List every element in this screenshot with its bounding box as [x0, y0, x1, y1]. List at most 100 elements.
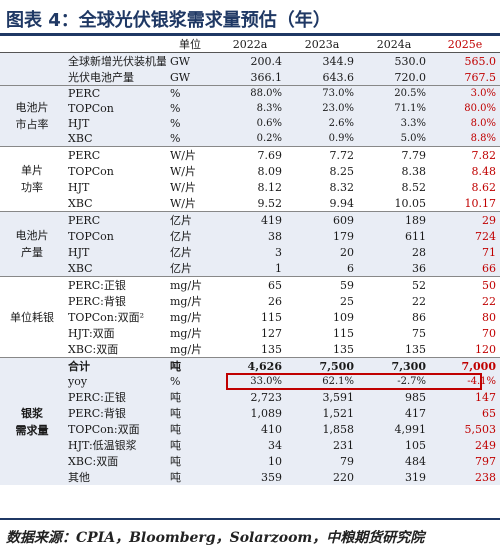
- cell-value-2023a: 344.9: [286, 52, 358, 69]
- cell-value-2023a: 20: [286, 244, 358, 260]
- row-item-label: HJT: [64, 116, 166, 131]
- cell-value-2024a: -2.7%: [358, 374, 430, 389]
- cell-value-2025e: 7.82: [430, 146, 500, 163]
- row-item-label: PERC:正银: [64, 389, 166, 405]
- row-group-label: 单位耗银: [0, 276, 64, 358]
- cell-value-2025e: 80.0%: [430, 101, 500, 116]
- cell-value-2023a: 7.72: [286, 146, 358, 163]
- row-unit: GW: [166, 69, 214, 86]
- table-row: XBC:双面 mg/片 135 135 135 120: [0, 341, 500, 358]
- cell-value-2025e: 767.5: [430, 69, 500, 86]
- figure-title-bar: 图表 4：全球光伏银浆需求量预估（年）: [0, 0, 500, 36]
- row-item-label: PERC:背银: [68, 295, 126, 308]
- row-unit: 吨: [166, 453, 214, 469]
- cell-value-2023a: 2.6%: [286, 116, 358, 131]
- row-item-label: TOPCon: [64, 228, 166, 244]
- row-item-label: XBC: [64, 260, 166, 277]
- header-2023a: 2023a: [286, 36, 358, 53]
- row-item-label: 光伏电池产量: [64, 69, 166, 86]
- row-unit: mg/片: [170, 311, 203, 324]
- table-row: TOPCon% 8.3% 23.0% 71.1% 80.0%: [0, 101, 500, 116]
- footer: 数据来源：CPIA，Bloomberg，Solarzoom，中粮期货研究院: [0, 518, 500, 552]
- row-unit: W/片: [170, 165, 197, 178]
- row-unit: 亿片: [166, 211, 214, 228]
- cell-value-2023a: 3,591: [286, 389, 358, 405]
- row-unit: 吨: [166, 437, 214, 453]
- cell-value-2024a: 720.0: [358, 69, 430, 86]
- cell-value-2024a: 8.38: [401, 164, 427, 178]
- cell-value-2022a: 65: [214, 276, 286, 293]
- figure-title: 图表 4：全球光伏银浆需求量预估（年）: [6, 10, 331, 31]
- cell-value-2023a: 8.32: [329, 180, 355, 194]
- cell-value-2022a: 4,626: [214, 357, 286, 374]
- row-unit: %: [166, 101, 214, 116]
- cell-value-2023a: 0.9%: [286, 131, 358, 147]
- cell-value-2025e: 7,000: [430, 357, 500, 374]
- cell-value-2022a: 2,723: [214, 389, 286, 405]
- cell-value-2024a: 71.1%: [358, 101, 430, 116]
- cell-value-2024a: 611: [358, 228, 430, 244]
- cell-value-2025e: 147: [430, 389, 500, 405]
- row-unit: %: [166, 131, 214, 147]
- row-unit: 吨: [166, 469, 214, 485]
- row-item-label: TOPCon:双面²: [68, 311, 144, 324]
- cell-value-2025e: 3.0%: [430, 85, 500, 101]
- table-row: HJT% 0.6% 2.6% 3.3% 8.0%: [0, 116, 500, 131]
- header-2024a: 2024a: [358, 36, 430, 53]
- row-item-label: PERC:背银: [64, 405, 166, 421]
- cell-value-2025e: 565.0: [430, 52, 500, 69]
- cell-value-2022a: 7.69: [214, 146, 286, 163]
- table-row: 其他吨 359 220 319 238: [0, 469, 500, 485]
- cell-value-2024a: 105: [358, 437, 430, 453]
- cell-value-2024a: 319: [358, 469, 430, 485]
- cell-value-2022a: 1,089: [214, 405, 286, 421]
- row-group-label: 电池片 产量: [0, 211, 64, 277]
- cell-value-2024a: 3.3%: [358, 116, 430, 131]
- cell-value-2023a: 6: [286, 260, 358, 277]
- cell-value-2022a: 1: [214, 260, 286, 277]
- row-item-label: TOPCon: [64, 101, 166, 116]
- cell-value-2025e: 71: [430, 244, 500, 260]
- cell-value-2023a: 7,500: [286, 357, 358, 374]
- cell-value-2022a: 8.3%: [214, 101, 286, 116]
- cell-value-2024a: 985: [358, 389, 430, 405]
- cell-value-2022a: 127: [261, 326, 282, 340]
- table-row: 电池片 市占率 PERC% 88.0% 73.0% 20.5% 3.0%: [0, 85, 500, 147]
- title-rule: [0, 33, 500, 36]
- table-row: HJT W/片 8.12 8.32 8.52 8.62: [0, 179, 500, 195]
- cell-value-2023a: 62.1%: [286, 374, 358, 389]
- table-row: XBC:双面吨 10 79 484 797: [0, 453, 500, 469]
- cell-value-2023a: 1,521: [286, 405, 358, 421]
- header-2022a: 2022a: [214, 36, 286, 53]
- table-row: PERC:正银吨 2,723 3,591 985 147: [0, 389, 500, 405]
- table-row: yoy% 33.0% 62.1% -2.7% -4.1%: [0, 374, 500, 389]
- row-unit: 吨: [166, 421, 214, 437]
- cell-value-2023a: 609: [286, 211, 358, 228]
- cell-value-2024a: 36: [358, 260, 430, 277]
- row-group-label: 电池片 市占率: [0, 85, 64, 147]
- cell-value-2024a: 86: [412, 310, 426, 324]
- row-item-label: XBC: [64, 131, 166, 147]
- cell-value-2023a: 1,858: [286, 421, 358, 437]
- row-item-label: PERC:正银: [64, 276, 166, 293]
- cell-value-2024a: 28: [358, 244, 430, 260]
- row-unit: %: [166, 116, 214, 131]
- cell-value-2024a: 5.0%: [358, 131, 430, 147]
- row-unit: W/片: [170, 181, 197, 194]
- header-2025e: 2025e: [430, 36, 500, 53]
- table-row: 电池片 产量 PERC 亿片 419 609 189 29: [0, 211, 500, 277]
- cell-value-2024a: 10.05: [394, 196, 427, 210]
- cell-value-2025e: 29: [430, 211, 500, 228]
- cell-value-2025e: 8.62: [471, 180, 497, 194]
- cell-value-2022a: 135: [261, 342, 282, 356]
- table-row: TOPCon 亿片 38 179 611 724: [0, 228, 500, 244]
- row-item-label: XBC: [68, 196, 93, 210]
- cell-value-2025e: 65: [430, 405, 500, 421]
- row-unit: 亿片: [166, 228, 214, 244]
- cell-value-2023a: 79: [286, 453, 358, 469]
- row-group-label: 单片 功率: [0, 146, 64, 212]
- header-item: [64, 36, 166, 53]
- cell-value-2022a: 26: [268, 294, 282, 308]
- cell-value-2025e: 70: [482, 326, 496, 340]
- cell-value-2025e: 80: [482, 310, 496, 324]
